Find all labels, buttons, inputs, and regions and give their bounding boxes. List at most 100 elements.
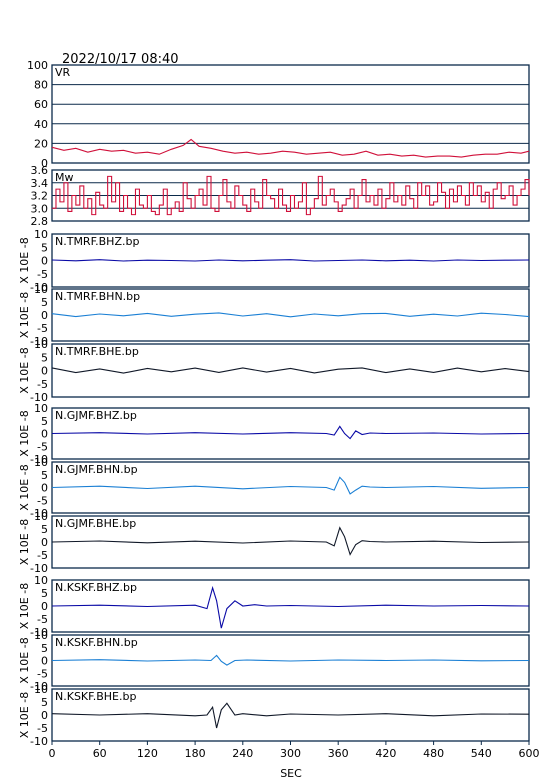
series-line: [51, 425, 530, 440]
y-axis-label: X 10E -8: [18, 410, 31, 456]
y-tick-label: 5: [41, 241, 48, 254]
y-tick-label: -10: [30, 507, 48, 520]
y-tick-label: -5: [37, 322, 48, 335]
y-tick-label: -10: [30, 562, 48, 575]
y-tick-label: 0: [41, 365, 48, 378]
x-tick-label: 600: [519, 747, 540, 760]
series-line: [51, 312, 530, 318]
y-tick-label: 0: [41, 255, 48, 268]
series-line: [51, 526, 530, 556]
y-tick-label: 5: [41, 523, 48, 536]
panel-frame: [51, 288, 530, 342]
x-tick-label: 300: [280, 747, 301, 760]
y-tick-label: 0: [41, 655, 48, 668]
y-tick-label: -10: [30, 680, 48, 693]
panel-0: 100 80 60 40 20 0 VR: [27, 59, 530, 170]
x-tick-label: 420: [375, 747, 396, 760]
y-tick-label: 5: [41, 296, 48, 309]
y-tick-label: 0: [41, 709, 48, 722]
series-line: [51, 138, 530, 158]
y-tick-label: 10: [34, 510, 48, 523]
series-line: [52, 175, 530, 216]
series-line: [51, 585, 530, 629]
y-axis-label: X 10E -8: [18, 583, 31, 629]
y-tick-label: 10: [34, 574, 48, 587]
series-line: [51, 702, 530, 729]
y-tick-label: 0: [41, 157, 48, 170]
x-tick-label: 180: [185, 747, 206, 760]
y-tick-label: 2.8: [31, 215, 49, 228]
x-tick-label: 360: [328, 747, 349, 760]
y-axis-label: X 10E -8: [18, 237, 31, 283]
panel-label: N.TMRF.BHN.bp: [55, 290, 140, 303]
y-tick-label: 10: [34, 228, 48, 241]
x-tick-label: 480: [423, 747, 444, 760]
panel-label: N.GJMF.BHE.bp: [55, 517, 136, 530]
y-tick-label: 80: [34, 79, 48, 92]
y-tick-label: 10: [34, 456, 48, 469]
y-tick-label: 10: [34, 629, 48, 642]
y-tick-label: -5: [37, 613, 48, 626]
y-axis-label: X 10E -8: [18, 692, 31, 738]
y-tick-label: 3.6: [31, 164, 49, 177]
waveform-panels: 100806040200VR3.63.43.23.02.8Mw1050-5-10…: [18, 59, 530, 748]
y-tick-label: 3.2: [31, 190, 49, 203]
y-tick-label: -10: [30, 391, 48, 404]
y-tick-label: -10: [30, 335, 48, 348]
y-tick-label: 5: [41, 642, 48, 655]
panel-1: 3.63.43.23.02.8 Mw: [31, 164, 530, 228]
panel-label: N.KSKF.BHZ.bp: [55, 581, 137, 594]
y-tick-label: -10: [30, 281, 48, 294]
y-tick-label: -5: [37, 722, 48, 735]
panel-label: N.TMRF.BHE.bp: [55, 345, 139, 358]
panel-label: N.TMRF.BHZ.bp: [55, 235, 139, 248]
x-tick-label: 60: [93, 747, 107, 760]
y-tick-label: 3.0: [31, 202, 49, 215]
y-axis-label: X 10E -8: [18, 347, 31, 393]
series-line: [51, 476, 530, 495]
panel-label: N.GJMF.BHN.bp: [55, 463, 138, 476]
y-tick-label: -5: [37, 667, 48, 680]
y-tick-label: 0: [41, 482, 48, 495]
y-tick-label: -5: [37, 378, 48, 391]
y-tick-label: 5: [41, 696, 48, 709]
y-tick-label: 0: [41, 600, 48, 613]
y-tick-label: -5: [37, 494, 48, 507]
y-tick-label: 5: [41, 469, 48, 482]
y-tick-label: 60: [34, 98, 48, 111]
panel-label: N.GJMF.BHZ.bp: [55, 409, 137, 422]
y-tick-label: 0: [41, 428, 48, 441]
panel-frame: [51, 343, 530, 398]
y-tick-label: 0: [41, 309, 48, 322]
y-axis-label: X 10E -8: [18, 519, 31, 565]
x-tick-label: 240: [232, 747, 253, 760]
datetime-title: 2022/10/17 08:40: [62, 52, 179, 67]
x-tick-label: 540: [471, 747, 492, 760]
x-tick-label: 120: [137, 747, 158, 760]
y-tick-label: -10: [30, 735, 48, 748]
y-tick-label: 100: [27, 59, 48, 72]
series-line: [51, 259, 530, 262]
y-tick-label: 5: [41, 351, 48, 364]
y-tick-label: 0: [41, 536, 48, 549]
series-line: [51, 367, 530, 374]
y-tick-label: 5: [41, 587, 48, 600]
y-tick-label: 20: [34, 137, 48, 150]
y-axis-label: X 10E -8: [18, 637, 31, 683]
x-axis: 0 60 120 180 240 300 360 420 480 540 600: [49, 741, 540, 760]
panel-label: N.KSKF.BHE.bp: [55, 690, 136, 703]
y-tick-label: 10: [34, 683, 48, 696]
panel-label: VR: [55, 66, 71, 79]
y-tick-label: 10: [34, 283, 48, 296]
y-tick-label: 40: [34, 118, 48, 131]
y-axis-label: X 10E -8: [18, 464, 31, 510]
y-tick-label: 5: [41, 415, 48, 428]
